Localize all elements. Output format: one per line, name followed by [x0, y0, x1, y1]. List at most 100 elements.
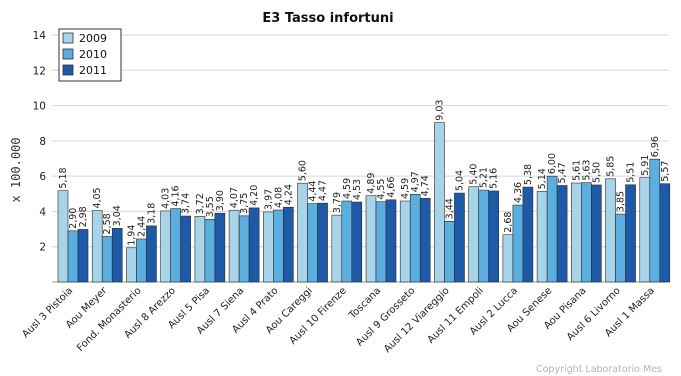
- category-label: Ausl 3 Pistoia: [20, 285, 75, 340]
- legend-swatch-2009: [62, 32, 74, 44]
- bar-2009: [91, 210, 103, 283]
- value-label: 5,47: [557, 162, 568, 183]
- value-label: 4,74: [420, 175, 431, 196]
- value-label: 5,18: [58, 167, 69, 188]
- value-label: 4,59: [400, 178, 411, 199]
- value-label: 3,72: [195, 193, 206, 214]
- value-label: 3,85: [616, 191, 627, 212]
- value-label: 3,18: [146, 203, 157, 224]
- chart-title: E3 Tasso infortuni: [262, 11, 393, 26]
- copyright-credit: Copyright Laboratorio Mes: [536, 364, 662, 375]
- value-label: 3,90: [215, 190, 226, 211]
- bar-2011: [385, 199, 397, 283]
- bar-2009: [502, 234, 514, 283]
- bar-2009: [331, 214, 343, 283]
- value-label: 4,36: [513, 182, 524, 203]
- bar-2009: [194, 216, 206, 283]
- bar-2010: [615, 213, 626, 283]
- value-label: 5,40: [469, 164, 480, 185]
- bar-2011: [214, 212, 226, 283]
- value-label: 4,55: [376, 179, 387, 200]
- value-label: 5,16: [489, 168, 500, 189]
- value-label: 5,85: [606, 156, 617, 177]
- bar-2010: [649, 158, 661, 283]
- bar-2009: [399, 200, 411, 283]
- bar-2010: [307, 203, 318, 283]
- bar-2010: [341, 200, 353, 283]
- bar-2011: [659, 183, 671, 283]
- value-label: 3,75: [239, 193, 250, 214]
- value-label: 5,14: [537, 168, 548, 189]
- value-label: 5,50: [591, 162, 602, 183]
- bar-2010: [273, 209, 284, 283]
- bars: [57, 122, 671, 283]
- y-tick-label: 2: [39, 242, 46, 254]
- bar-2011: [556, 185, 568, 283]
- bar-2010: [546, 175, 558, 283]
- bar-2010: [136, 238, 147, 283]
- bar-2010: [67, 230, 79, 283]
- value-label: 3,04: [112, 205, 123, 226]
- y-tick-label: 14: [33, 30, 47, 42]
- bar-2010: [101, 236, 113, 283]
- grid-lines: [52, 34, 668, 283]
- bar-2010: [444, 221, 455, 283]
- value-label: 4,53: [352, 179, 363, 200]
- value-label: 6,96: [650, 136, 661, 157]
- value-label: 5,91: [640, 155, 651, 176]
- category-label: Fond. Monasterio: [75, 285, 144, 354]
- value-label: 4,47: [318, 180, 329, 201]
- legend-swatch-2011: [62, 64, 74, 76]
- value-label: 5,04: [454, 170, 465, 191]
- value-label: 4,03: [161, 188, 172, 209]
- y-tick-labels: 2 4 6 8 10 12 14: [33, 30, 47, 254]
- bar-2009: [297, 182, 308, 283]
- category-label: Ausl 12 Viareggio: [382, 285, 452, 355]
- value-label: 3,74: [181, 193, 192, 214]
- y-tick-label: 10: [33, 101, 46, 113]
- legend: 2009 2010 2011: [58, 28, 122, 82]
- bar-2011: [454, 192, 465, 283]
- legend-swatch-2010: [62, 48, 74, 60]
- value-label: 9,03: [434, 100, 445, 121]
- value-label: 2,98: [78, 206, 89, 227]
- value-label: 4,44: [308, 181, 319, 202]
- y-axis-label: x 100.000: [9, 137, 23, 202]
- legend-label-2011: 2011: [79, 64, 107, 77]
- y-tick-label: 8: [39, 136, 46, 148]
- bar-2011: [248, 207, 260, 283]
- bar-2009: [434, 122, 445, 283]
- legend-label-2010: 2010: [79, 48, 107, 61]
- value-label: 6,00: [547, 153, 558, 174]
- value-label: 2,58: [102, 213, 113, 234]
- bar-2009: [228, 209, 240, 283]
- bar-2009: [126, 247, 137, 283]
- bar-2010: [512, 204, 524, 283]
- value-label: 4,05: [92, 187, 103, 208]
- value-label: 4,66: [386, 177, 397, 198]
- value-label: 3,55: [205, 196, 216, 217]
- value-label: 2,68: [503, 212, 514, 233]
- value-label: 5,38: [523, 164, 534, 185]
- category-label: Ausl 9 Grosseto: [354, 285, 417, 348]
- bar-2010: [238, 215, 250, 283]
- bar-2011: [488, 190, 499, 283]
- value-label: 5,63: [581, 160, 592, 181]
- bar-2011: [317, 202, 328, 283]
- bar-2009: [57, 190, 69, 283]
- value-label: 3,79: [332, 192, 343, 213]
- value-label: 4,16: [171, 185, 182, 206]
- bar-2011: [146, 225, 157, 283]
- bar-2010: [478, 189, 489, 283]
- bar-2010: [204, 219, 216, 283]
- bar-2011: [77, 229, 89, 283]
- value-label: 4,20: [249, 185, 260, 206]
- value-labels: 5,18 2,90 2,984,05 2,58 3,041,94 2,443,18 4,03…: [58, 100, 671, 246]
- value-label: 2,90: [68, 208, 79, 229]
- value-label: 4,08: [273, 187, 284, 208]
- bar-2011: [180, 215, 191, 283]
- bar-2009: [365, 195, 377, 283]
- bar-2009: [536, 191, 548, 283]
- bar-2011: [111, 228, 123, 283]
